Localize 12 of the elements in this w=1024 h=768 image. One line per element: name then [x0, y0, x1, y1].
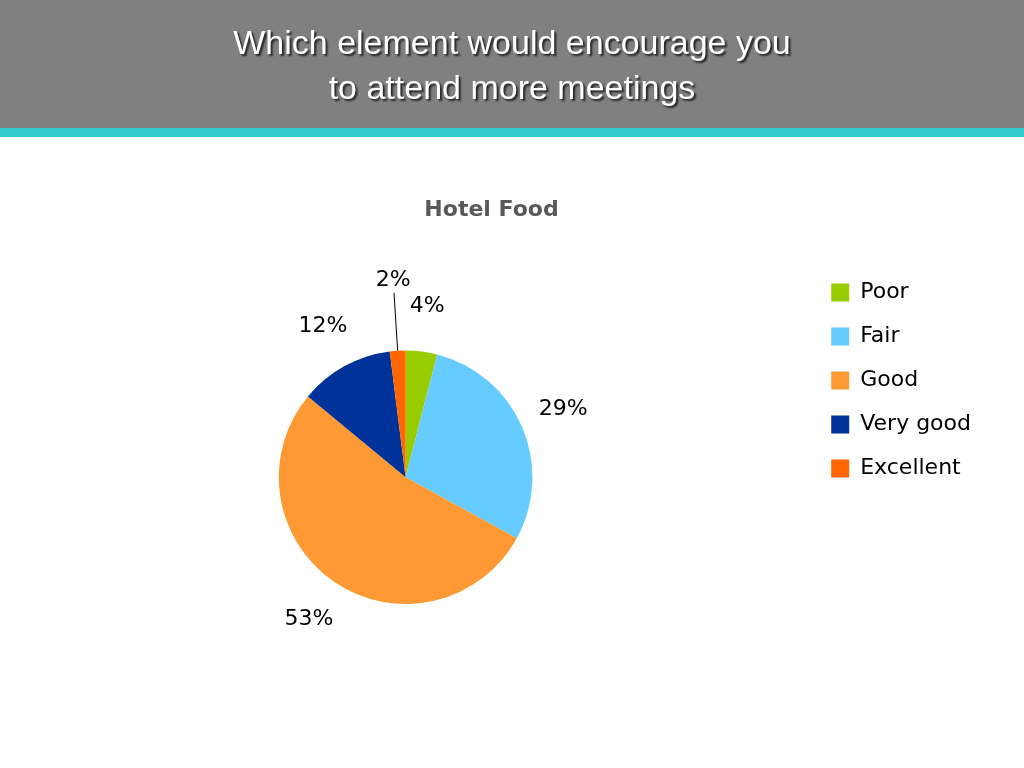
chart-title: Which element would encourage you to attend more meetings	[233, 22, 791, 108]
data-label: 29%	[538, 394, 588, 420]
legend-label: Poor	[860, 278, 910, 304]
legend-label: Excellent	[860, 454, 962, 480]
legend-label: Fair	[860, 322, 901, 348]
data-label: 2%	[375, 265, 411, 291]
data-label: 4%	[409, 292, 445, 318]
chart-subtitle: Hotel Food	[424, 195, 559, 221]
legend-label: Good	[860, 366, 919, 392]
legend-label: Very good	[860, 410, 972, 436]
data-label: 53%	[284, 605, 334, 631]
data-label: 12%	[298, 312, 348, 338]
